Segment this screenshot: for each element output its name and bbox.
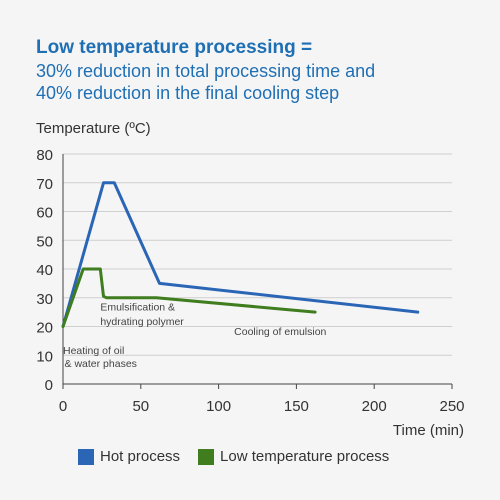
y-axis-label: Temperature (ºC): [36, 120, 151, 137]
chart-annotation: Heating of oil: [63, 345, 124, 357]
chart-legend: Hot process Low temperature process: [78, 448, 407, 465]
chart-annotation: hydrating polymer: [100, 316, 184, 328]
chart-title: Low temperature processing = 30% reducti…: [36, 36, 486, 104]
y-tick-label: 60: [36, 205, 53, 222]
legend-label-low: Low temperature process: [220, 448, 390, 465]
series-line-hot-process: [61, 181, 420, 328]
y-tick-label: 0: [45, 377, 53, 394]
chart-annotation: & water phases: [65, 358, 137, 370]
y-tick-label: 10: [36, 348, 53, 365]
x-axis-label: Time (min): [393, 422, 464, 439]
legend-swatch-low: [198, 448, 215, 465]
x-tick-label: 200: [362, 398, 387, 415]
y-tick-label: 70: [36, 176, 53, 193]
y-tick-label: 30: [36, 291, 53, 308]
series-line-low-temperature-process: [61, 267, 317, 328]
y-tick-label: 50: [36, 233, 53, 250]
y-tick-label: 20: [36, 320, 53, 337]
chart-annotation: Emulsification &: [100, 302, 175, 314]
x-tick-label: 250: [439, 398, 464, 415]
y-tick-label: 40: [36, 262, 53, 279]
title-line-3: 40% reduction in the final cooling step: [36, 83, 340, 103]
x-tick-label: 150: [284, 398, 309, 415]
title-line-1: Low temperature processing =: [36, 37, 313, 58]
title-line-2: 30% reduction in total processing time a…: [36, 61, 376, 81]
legend-item-hot: Hot process: [78, 448, 180, 465]
chart-annotation: Cooling of emulsion: [234, 326, 326, 338]
x-tick-label: 100: [206, 398, 231, 415]
legend-swatch-hot: [78, 448, 94, 465]
legend-item-low: Low temperature process: [198, 448, 389, 465]
legend-label-hot: Hot process: [100, 448, 181, 465]
x-tick-label: 0: [59, 398, 67, 415]
x-tick-label: 50: [132, 398, 149, 415]
y-tick-label: 80: [36, 147, 53, 164]
